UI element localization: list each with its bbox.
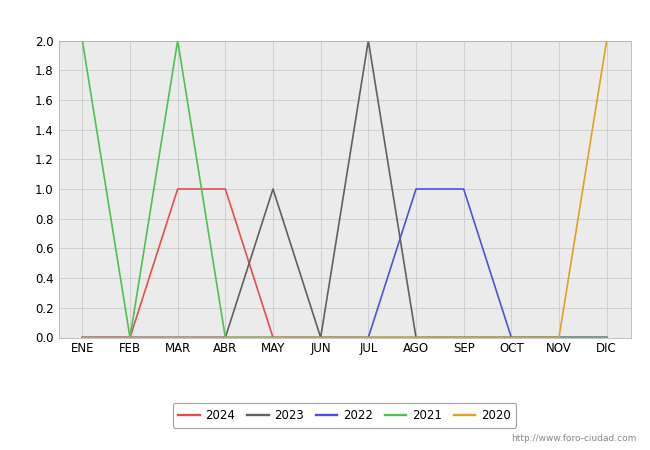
2022 xyxy=(269,335,277,340)
2021 xyxy=(174,38,181,43)
2022 xyxy=(174,335,181,340)
2022 xyxy=(555,335,563,340)
2023 xyxy=(126,335,134,340)
2024 xyxy=(269,335,277,340)
2020 xyxy=(222,335,229,340)
2023 xyxy=(222,335,229,340)
Line: 2022: 2022 xyxy=(83,189,606,338)
Text: http://www.foro-ciudad.com: http://www.foro-ciudad.com xyxy=(512,434,637,443)
2022 xyxy=(365,335,372,340)
2021 xyxy=(269,335,277,340)
2021 xyxy=(79,38,86,43)
2020 xyxy=(174,335,181,340)
2023 xyxy=(79,335,86,340)
2020 xyxy=(126,335,134,340)
2024 xyxy=(508,335,515,340)
2023 xyxy=(508,335,515,340)
2022 xyxy=(222,335,229,340)
Line: 2023: 2023 xyxy=(83,40,606,338)
2020 xyxy=(269,335,277,340)
2020 xyxy=(317,335,324,340)
2024 xyxy=(603,335,610,340)
Line: 2021: 2021 xyxy=(83,40,606,338)
2022 xyxy=(317,335,324,340)
2020 xyxy=(603,38,610,43)
2024 xyxy=(460,335,467,340)
2024 xyxy=(365,335,372,340)
2022 xyxy=(412,186,420,192)
2023 xyxy=(269,186,277,192)
2024 xyxy=(222,186,229,192)
2023 xyxy=(412,335,420,340)
2021 xyxy=(412,335,420,340)
2024 xyxy=(555,335,563,340)
2020 xyxy=(460,335,467,340)
2020 xyxy=(79,335,86,340)
2023 xyxy=(317,335,324,340)
2021 xyxy=(603,335,610,340)
2021 xyxy=(365,335,372,340)
2024 xyxy=(412,335,420,340)
2022 xyxy=(126,335,134,340)
Text: Matriculaciones de Vehiculos en Vallanca: Matriculaciones de Vehiculos en Vallanca xyxy=(168,8,482,23)
2021 xyxy=(317,335,324,340)
2021 xyxy=(126,335,134,340)
2023 xyxy=(174,335,181,340)
Line: 2024: 2024 xyxy=(83,189,606,338)
2024 xyxy=(126,335,134,340)
2024 xyxy=(317,335,324,340)
2022 xyxy=(603,335,610,340)
Line: 2020: 2020 xyxy=(83,40,606,338)
2024 xyxy=(79,335,86,340)
2021 xyxy=(460,335,467,340)
2020 xyxy=(508,335,515,340)
2021 xyxy=(222,335,229,340)
2024 xyxy=(174,186,181,192)
2020 xyxy=(412,335,420,340)
2023 xyxy=(603,335,610,340)
2022 xyxy=(508,335,515,340)
2020 xyxy=(365,335,372,340)
2023 xyxy=(365,38,372,43)
2021 xyxy=(555,335,563,340)
2022 xyxy=(460,186,467,192)
2023 xyxy=(460,335,467,340)
2023 xyxy=(555,335,563,340)
2021 xyxy=(508,335,515,340)
2022 xyxy=(79,335,86,340)
Legend: 2024, 2023, 2022, 2021, 2020: 2024, 2023, 2022, 2021, 2020 xyxy=(172,403,517,428)
2020 xyxy=(555,335,563,340)
